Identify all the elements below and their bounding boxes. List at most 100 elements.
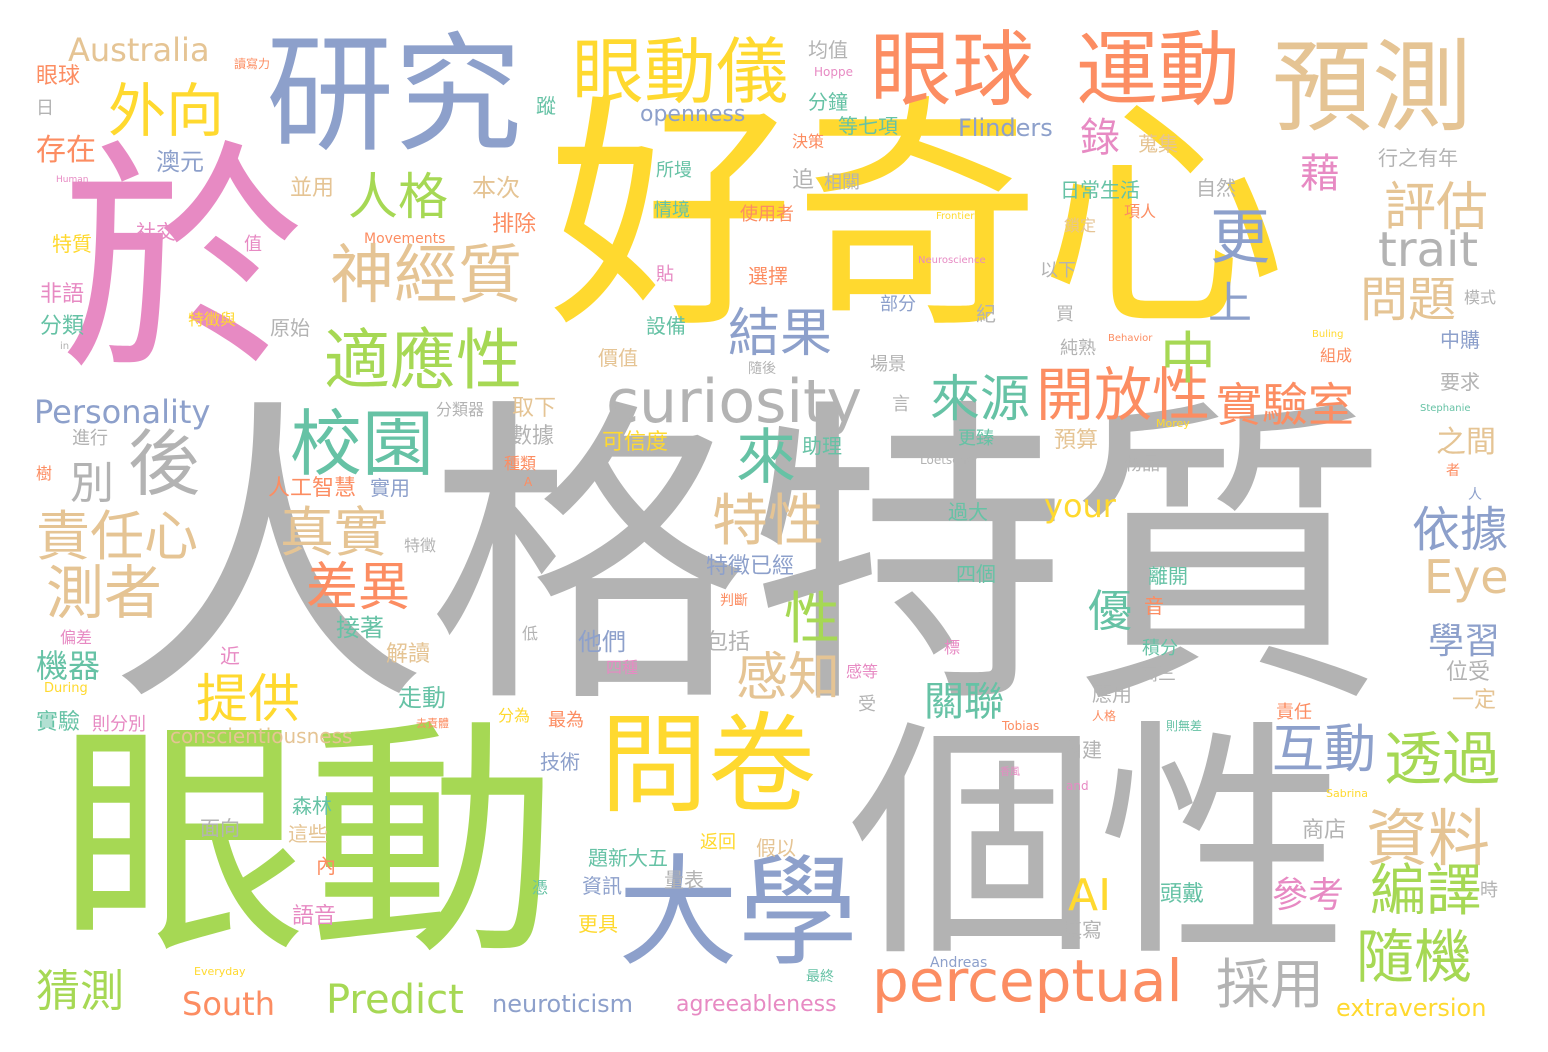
word-ji: 紀 [976,302,996,326]
word-xuanze: 選擇 [748,264,788,288]
word-cankao: 參考 [1272,875,1345,916]
word-jueze: 決策 [792,132,825,151]
word-gengju: 更具 [578,912,618,936]
word-zhui: 追 [792,168,815,193]
word-shiyingxing: 適應性 [324,322,522,399]
word-shiyongzhe: 使用者 [740,204,794,225]
word-yundong: 運動 [1076,23,1241,118]
word-gandeng: 感等 [846,662,879,681]
word-senlin: 森林 [292,794,332,818]
word-shiyanshi: 實驗室 [1216,378,1354,432]
word-tigong: 提供 [196,670,301,730]
word-baokuo: 包括 [706,630,751,655]
word-gexing: 個性 [848,699,1348,990]
word-junzhi: 均值 [808,38,848,62]
word-fenzhong: 分鐘 [808,90,848,114]
word-neuroscience: Neuroscience [918,255,986,266]
word-curiosity: curiosity [606,367,863,437]
word-zhi: 值 [244,234,262,255]
word-human: Human [56,175,89,185]
word-chunshu: 純熟 [1060,338,1096,359]
word-sige: 四個 [956,562,996,586]
word-yin: 音 [1144,594,1164,618]
word-sabrina: Sabrina [1326,787,1368,800]
word-jiayi: 假以 [756,836,796,860]
word-chayi: 差異 [306,558,411,618]
word-liangbiao: 量表 [664,868,704,892]
word-zhuli: 助理 [802,434,842,458]
word-you: 優 [1088,586,1132,637]
word-rengongzhihui: 人工智慧 [268,476,357,501]
word-ai: AI [1068,870,1112,921]
word-qingjing: 情境 [654,200,690,221]
word-shu: 樹 [36,464,53,483]
word-jieguo: 結果 [728,304,833,364]
word-extraversion: extraversion [1336,994,1487,1022]
word-suiji: 隨機 [1356,923,1473,991]
word-during: During [44,681,88,696]
word-dengqixiang: 等七項 [838,114,898,138]
word-yuanshi: 原始 [270,316,310,340]
word-and: and [1066,779,1089,793]
word-suohuan: 所墁 [656,160,692,181]
word-xiaoyuan: 校園 [290,402,435,486]
word-wenjuan: 問卷 [600,703,817,828]
word-zhong: 中 [1160,327,1216,392]
word-stephanie: Stephanie [1420,403,1471,414]
word-shenjingzhi: 神經質 [330,239,522,313]
word-yu: 於 [60,120,305,405]
word-everyday: Everyday [194,965,246,978]
word-shiyong: 實用 [370,476,410,500]
word-cezhe: 測者 [46,559,163,627]
word-buling: Buling [1312,329,1344,340]
word-kaifangxing: 開放性 [1036,361,1211,429]
word-tobias: Tobias [1002,719,1040,733]
word-tie: 貼 [656,264,674,285]
word-zuizhong: 最終 [806,969,834,985]
word-south: South [182,985,275,1023]
word-wupin: 物品 [1124,454,1160,475]
word-openness: openness [640,102,746,127]
word-tezhi: 特質 [52,232,92,256]
word-touguo: 透過 [1384,725,1501,793]
word-benci: 本次 [472,174,520,202]
word-weishou: 位受 [1446,660,1491,685]
word-jiazhi: 價值 [598,346,638,370]
word-zong: 蹤 [536,94,556,118]
word-perceptual: perceptual [872,947,1183,1015]
word-bufen: 部分 [880,294,916,315]
word-kexindu: 可信度 [602,430,669,455]
word-zixun: 資訊 [582,874,622,898]
word-jieche: 接著 [336,614,384,642]
word-ren: 人 [1468,487,1482,503]
word-suihou: 隨後 [748,361,776,377]
word-haoqixin: 好奇心 [548,76,1287,362]
word-quxia: 取下 [512,396,557,421]
word-jiqi: 機器 [36,647,101,685]
word-shangzhi: 更臻 [958,428,994,449]
word-zerenxin: 責任心 [36,505,198,568]
word-a: A [524,475,533,489]
word-trait: trait [1378,222,1479,278]
word-yiweixia: 以下 [1040,260,1076,281]
word-shou: 受 [858,694,876,715]
word-changjing: 場景 [870,354,906,375]
word-jiefen: 積分 [1142,638,1178,659]
word-andreas: Andreas [930,955,988,971]
word-guanlian: 關聯 [924,679,1004,725]
word-laiyuan: 來源 [930,370,1030,428]
word-yusuan: 預算 [1054,428,1099,453]
word-shi: 時 [1480,880,1498,901]
word-yuyin: 語音 [292,904,337,929]
word-di: 低 [522,624,539,643]
word-nei: 內 [316,854,336,878]
word-ganzhi: 感知 [736,648,841,708]
word-hoppe: Hoppe [814,65,853,79]
word-zhongou: 中購 [1440,328,1480,352]
word-flinders: Flinders [958,114,1053,142]
word-shang: 上 [1208,278,1252,329]
word-toudai: 頭戴 [1160,882,1205,907]
word-ping: 憑 [532,878,549,897]
word-yiju: 依據 [1412,502,1509,558]
